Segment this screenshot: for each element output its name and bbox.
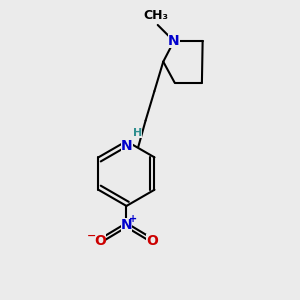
Text: CH₃: CH₃ [144, 9, 169, 22]
Text: N: N [121, 218, 132, 232]
Text: N: N [168, 34, 180, 48]
Text: H: H [133, 128, 142, 138]
Text: −: − [87, 230, 96, 240]
Text: O: O [94, 234, 106, 248]
Text: O: O [146, 234, 158, 248]
Text: N: N [121, 139, 133, 153]
Text: +: + [129, 214, 137, 224]
